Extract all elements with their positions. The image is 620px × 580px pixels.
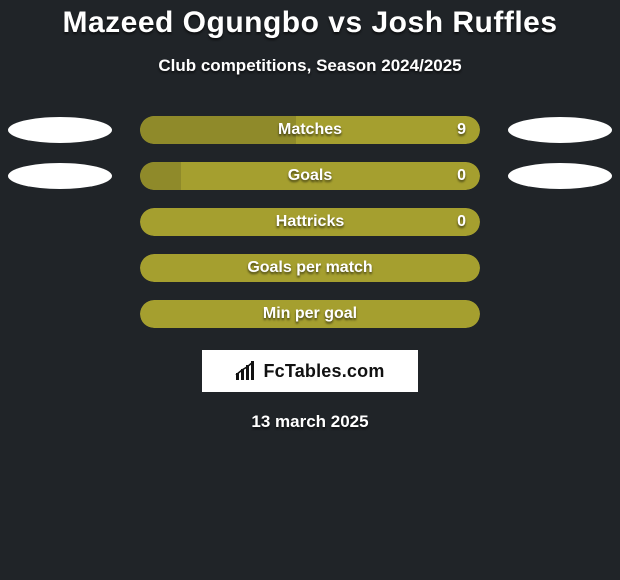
chart-bars-icon	[235, 361, 257, 381]
stat-label: Hattricks	[276, 213, 344, 231]
right-oval	[508, 163, 612, 189]
stat-value: 0	[457, 213, 466, 231]
comparison-infographic: Mazeed Ogungbo vs Josh Ruffles Club comp…	[0, 0, 620, 432]
stat-row: Matches 9	[0, 116, 620, 144]
stat-label: Goals per match	[247, 259, 372, 277]
left-oval	[8, 163, 112, 189]
stat-row: Hattricks 0	[0, 208, 620, 236]
stat-bar: Matches 9	[140, 116, 480, 144]
stat-value: 9	[457, 121, 466, 139]
left-oval	[8, 117, 112, 143]
stat-value: 0	[457, 167, 466, 185]
bar-fill	[140, 162, 181, 190]
stat-row: Goals 0	[0, 162, 620, 190]
stat-label: Matches	[278, 121, 342, 139]
stat-label: Goals	[288, 167, 332, 185]
right-oval	[508, 117, 612, 143]
bar-fill	[140, 116, 296, 144]
stat-bar: Goals per match	[140, 254, 480, 282]
subtitle: Club competitions, Season 2024/2025	[158, 56, 461, 76]
logo-text: FcTables.com	[263, 361, 384, 382]
stat-bar: Hattricks 0	[140, 208, 480, 236]
stat-label: Min per goal	[263, 305, 357, 323]
page-title: Mazeed Ogungbo vs Josh Ruffles	[62, 6, 557, 40]
logo-box: FcTables.com	[202, 350, 418, 392]
stat-row: Min per goal	[0, 300, 620, 328]
stat-bar: Min per goal	[140, 300, 480, 328]
stat-rows: Matches 9 Goals 0 Hattricks 0 Goals per match M…	[0, 116, 620, 328]
stat-bar: Goals 0	[140, 162, 480, 190]
date-text: 13 march 2025	[251, 412, 368, 432]
stat-row: Goals per match	[0, 254, 620, 282]
